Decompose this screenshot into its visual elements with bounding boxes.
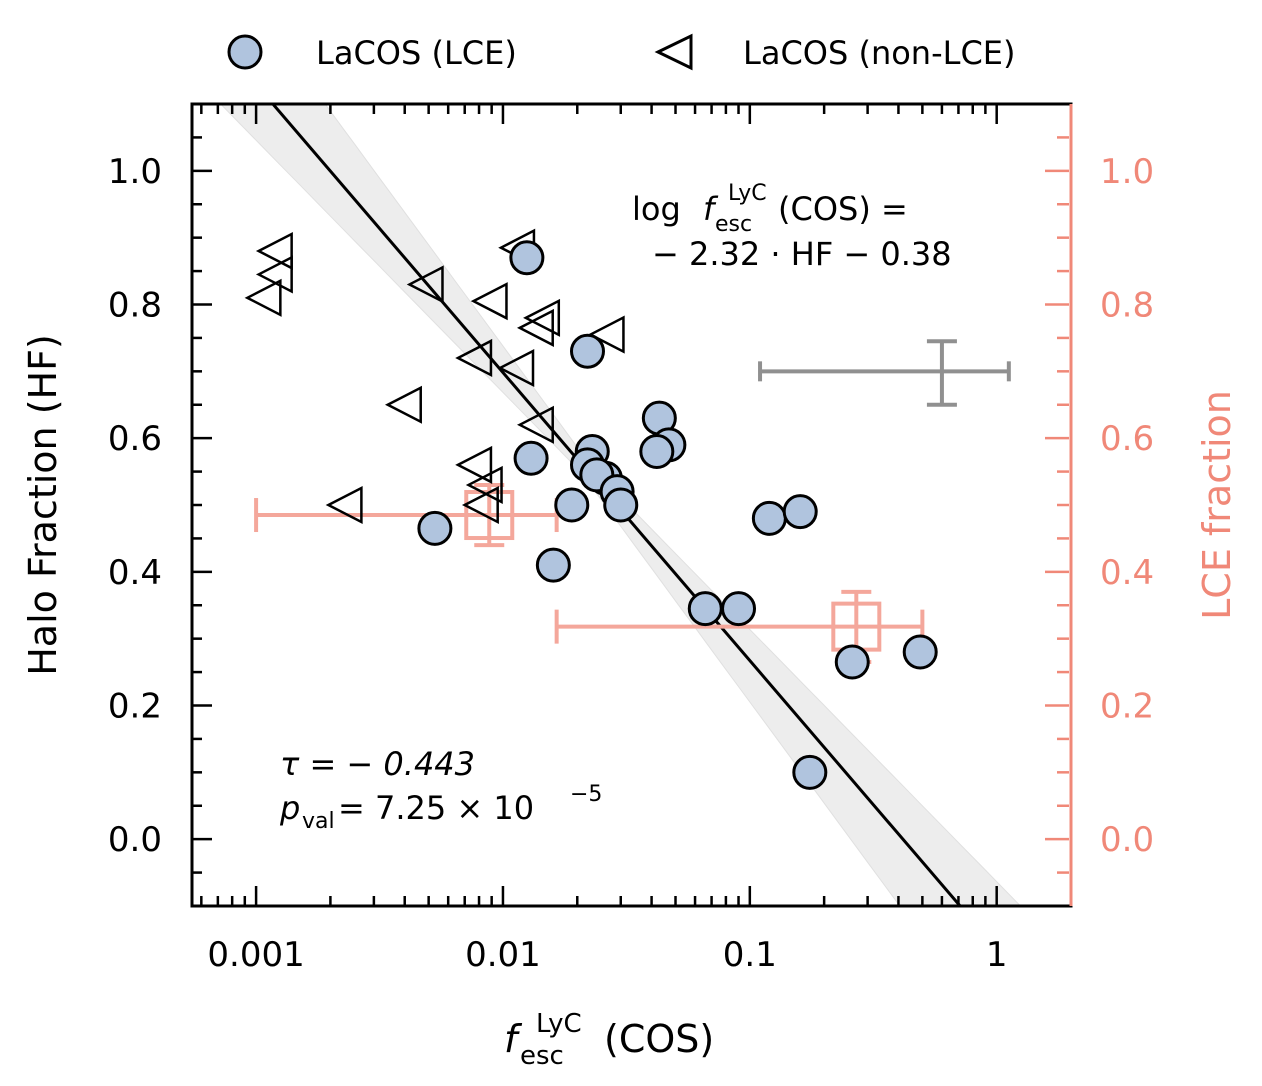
- non-lce-point-7: [523, 298, 561, 337]
- non-lce-point-10: [455, 338, 493, 378]
- plot-area: [220, 104, 1022, 906]
- right-y-tick-label: 1.0: [1100, 152, 1154, 192]
- lce-point-14: [417, 510, 453, 546]
- y-tick-label: 0.6: [108, 419, 162, 459]
- non-lce-point-3: [244, 278, 282, 317]
- lce-point-7: [513, 440, 549, 476]
- non-lce-point-6: [470, 282, 508, 321]
- non-lce-point-9: [587, 315, 625, 354]
- lce-fraction-bin-1: [254, 482, 559, 548]
- x-tick-label: 0.1: [723, 935, 777, 975]
- lce-points: [417, 240, 938, 790]
- p-value-text: = 7.25 × 10: [338, 789, 534, 827]
- y-tick-label: 1.0: [108, 152, 162, 192]
- non-lce-point-2: [255, 255, 293, 294]
- right-axis-ticks: 0.0 0.2 0.4 0.6 0.8 1.0: [1045, 104, 1154, 906]
- y-tick-label: 0.4: [108, 553, 162, 593]
- stats-annotation: τ = − 0.443 p val = 7.25 × 10 −5: [279, 745, 602, 834]
- tau-label: τ = − 0.443: [280, 745, 475, 783]
- lce-point-20: [834, 644, 870, 680]
- lce-fraction-bins: [254, 482, 925, 665]
- non-lce-point-8: [516, 308, 554, 347]
- non-lce-points: [244, 228, 625, 525]
- p-subscript: val: [302, 809, 335, 834]
- p-exponent: −5: [570, 782, 602, 807]
- non-lce-point-14: [455, 445, 493, 484]
- lce-point-16: [782, 494, 818, 530]
- lce-point-5: [639, 434, 675, 470]
- right-y-axis-title: LCE fraction: [1195, 390, 1239, 620]
- lce-point-22: [792, 754, 828, 790]
- y-tick-label: 0.0: [108, 820, 162, 860]
- fit-equation-sub: esc: [715, 212, 752, 237]
- legend-marker-lce: [227, 34, 263, 70]
- fit-equation: log f LyC esc (COS) = − 2.32 · HF − 0.38: [632, 181, 952, 273]
- lce-point-13: [554, 487, 590, 523]
- lce-point-12: [603, 487, 639, 523]
- non-lce-point-13: [516, 405, 554, 444]
- legend-label-lce: LaCOS (LCE): [316, 34, 517, 72]
- fit-equation-sup: LyC: [728, 181, 767, 206]
- x-axis-title-sup: LyC: [536, 1009, 582, 1039]
- fit-equation-line2: − 2.32 · HF − 0.38: [652, 235, 952, 273]
- lce-point-15: [751, 500, 787, 536]
- lce-point-18: [687, 591, 723, 627]
- lce-point-19: [721, 591, 757, 627]
- p-symbol: p: [279, 789, 300, 827]
- legend-marker-non-lce: [654, 33, 693, 71]
- x-tick-label: 0.01: [465, 935, 541, 975]
- non-lce-point-4: [406, 265, 444, 304]
- lce-point-1: [509, 240, 545, 276]
- non-lce-point-1: [255, 231, 293, 271]
- y-tick-label: 0.8: [108, 286, 162, 326]
- legend-label-non-lce: LaCOS (non-LCE): [743, 34, 1016, 72]
- non-lce-point-16: [461, 485, 499, 525]
- y-tick-label: 0.2: [108, 687, 162, 727]
- lce-point-17: [535, 547, 571, 583]
- fit-equation-suffix: (COS) =: [778, 190, 908, 228]
- non-lce-point-11: [497, 348, 535, 388]
- lce-point-21: [902, 634, 938, 670]
- x-axis-title-tail: (COS): [604, 1017, 714, 1061]
- non-lce-point-12: [384, 385, 422, 424]
- x-tick-label: 0.001: [207, 935, 304, 975]
- right-y-tick-label: 0.6: [1100, 419, 1154, 459]
- x-axis-title: f LyC esc (COS): [504, 1009, 714, 1071]
- typical-error-bar: [758, 339, 1011, 407]
- right-y-tick-label: 0.4: [1100, 553, 1154, 593]
- x-axis-title-sub: esc: [520, 1041, 564, 1071]
- y-axis-title: Halo Fraction (HF): [21, 334, 65, 676]
- lce-point-2: [569, 333, 605, 369]
- right-y-tick-label: 0.8: [1100, 286, 1154, 326]
- right-y-tick-label: 0.0: [1100, 820, 1154, 860]
- x-tick-label: 1: [986, 935, 1008, 975]
- non-lce-point-17: [325, 485, 363, 525]
- fit-equation-prefix: log: [632, 190, 681, 228]
- legend: LaCOS (LCE) LaCOS (non-LCE): [227, 33, 1016, 72]
- right-y-tick-label: 0.2: [1100, 687, 1154, 727]
- axis-ticks: 0.001 0.01 0.1 1 0.0 0.2 0.4 0.6 0.8 1.0: [108, 104, 1073, 975]
